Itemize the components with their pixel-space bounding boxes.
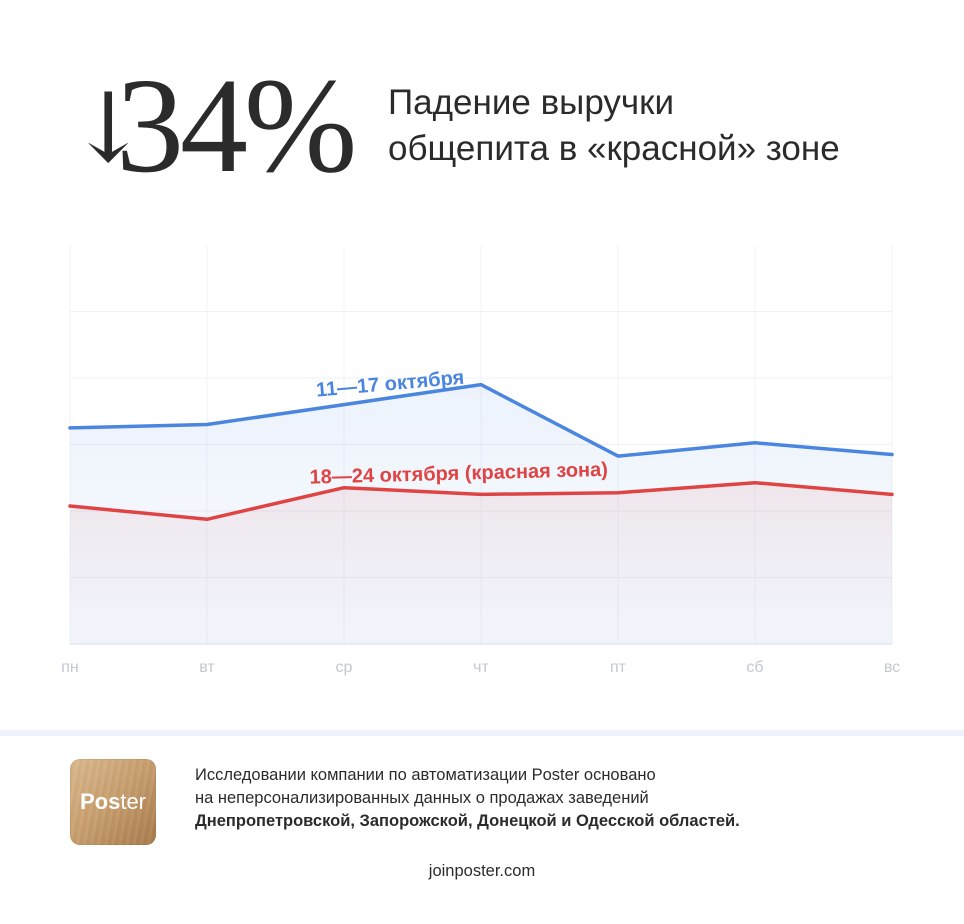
- source-note-line3: Днепропетровской, Запорожской, Донецкой …: [195, 812, 740, 830]
- headline: ↓ 34% Падение выручки общепита в «красно…: [0, 0, 964, 220]
- chart-x-ticks: пн вт ср чт пт сб вс: [61, 659, 900, 676]
- x-tick-label: пт: [610, 659, 627, 676]
- series-area: [70, 482, 892, 644]
- source-note-line1: Исследовании компании по автоматизации P…: [195, 766, 656, 784]
- poster-logo: Poster: [70, 759, 156, 845]
- headline-title: Падение выручки общепита в «красной» зон…: [388, 80, 948, 172]
- revenue-chart: 11—17 октября 18—24 октября (красная зона…: [0, 230, 964, 690]
- logo-texture: [70, 759, 156, 845]
- x-tick-label: вт: [199, 659, 215, 676]
- source-note-line2: на неперсонализированных данных о продаж…: [195, 789, 649, 807]
- x-tick-label: ср: [336, 659, 353, 676]
- logo-wordmark: Poster: [80, 789, 146, 815]
- source-note: Исследовании компании по автоматизации P…: [195, 764, 935, 833]
- x-tick-label: пн: [61, 659, 79, 676]
- x-tick-label: чт: [473, 659, 489, 676]
- x-tick-label: сб: [746, 659, 763, 676]
- headline-title-line1: Падение выручки: [388, 83, 674, 122]
- headline-value: 34%: [116, 51, 357, 201]
- site-link[interactable]: joinposter.com: [428, 862, 536, 880]
- logo-wordmark-bold: Pos: [79, 789, 121, 814]
- series-line: [68, 382, 894, 458]
- logo-wordmark-light: ter: [120, 789, 147, 814]
- down-arrow-icon: ↓: [68, 72, 149, 184]
- section-divider: [0, 730, 964, 736]
- x-tick-label: вс: [884, 659, 900, 676]
- series-line: [68, 480, 894, 522]
- chart-lines: [68, 382, 894, 522]
- headline-title-line2: общепита в «красной» зоне: [388, 129, 840, 168]
